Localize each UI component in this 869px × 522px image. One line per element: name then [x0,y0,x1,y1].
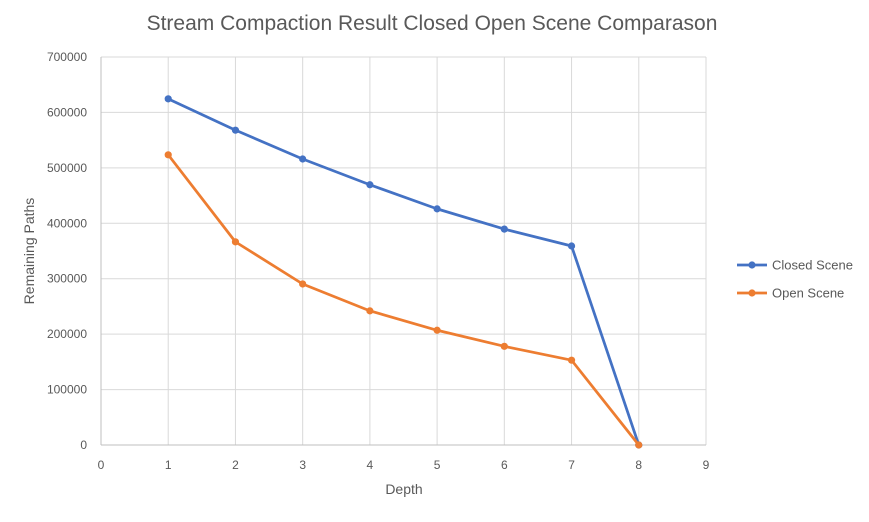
x-tick-label: 3 [299,458,306,472]
open-scene-point [231,238,240,246]
legend: Closed Scene Open Scene [737,258,853,301]
x-tick-label: 7 [568,458,575,472]
closed-scene-line [166,97,641,447]
y-axis-title: Remaining Paths [21,198,37,305]
open-scene-point [433,326,441,334]
x-tick-label: 6 [501,458,508,472]
y-tick-label: 0 [80,438,87,452]
axes: 0 100000 200000 300000 400000 500000 600000 700… [47,50,710,472]
legend-swatch-marker [748,261,756,269]
closed-scene-point [299,155,307,163]
x-tick-label: 8 [635,458,642,472]
y-tick-label: 400000 [47,216,87,230]
series-lines [164,95,643,449]
y-tick-label: 700000 [47,50,87,64]
open-scene-point [500,342,508,350]
x-tick-label: 9 [703,458,710,472]
open-scene-point [567,356,576,364]
open-scene-point [635,441,643,449]
open-scene-point [299,280,307,288]
open-scene-series [164,151,643,449]
chart-title: Stream Compaction Result Closed Open Sce… [147,12,718,35]
y-tick-label: 600000 [47,105,87,119]
x-tick-label: 1 [165,458,172,472]
legend-item-open-scene: Open Scene [737,286,844,301]
x-tick-label: 0 [98,458,105,472]
y-tick-label: 100000 [47,383,87,397]
open-scene-line [166,153,641,447]
y-tick-label: 300000 [47,272,87,286]
x-tick-label: 2 [232,458,239,472]
closed-scene-series [164,95,643,449]
legend-label: Closed Scene [772,258,853,273]
closed-scene-point [366,181,374,189]
open-scene-point [164,151,172,159]
closed-scene-point [433,205,441,213]
closed-scene-point [500,225,508,233]
x-tick-label: 5 [434,458,441,472]
open-scene-point [366,307,374,315]
legend-swatch-marker [748,289,756,297]
gridlines [101,56,707,445]
x-axis-title: Depth [385,481,422,497]
x-tick-label: 4 [367,458,374,472]
legend-label: Open Scene [772,286,844,301]
closed-scene-point [164,95,172,103]
legend-item-closed-scene: Closed Scene [737,258,853,273]
closed-scene-point [567,242,576,250]
y-tick-label: 200000 [47,327,87,341]
closed-scene-point [231,126,240,134]
y-tick-label: 500000 [47,161,87,175]
